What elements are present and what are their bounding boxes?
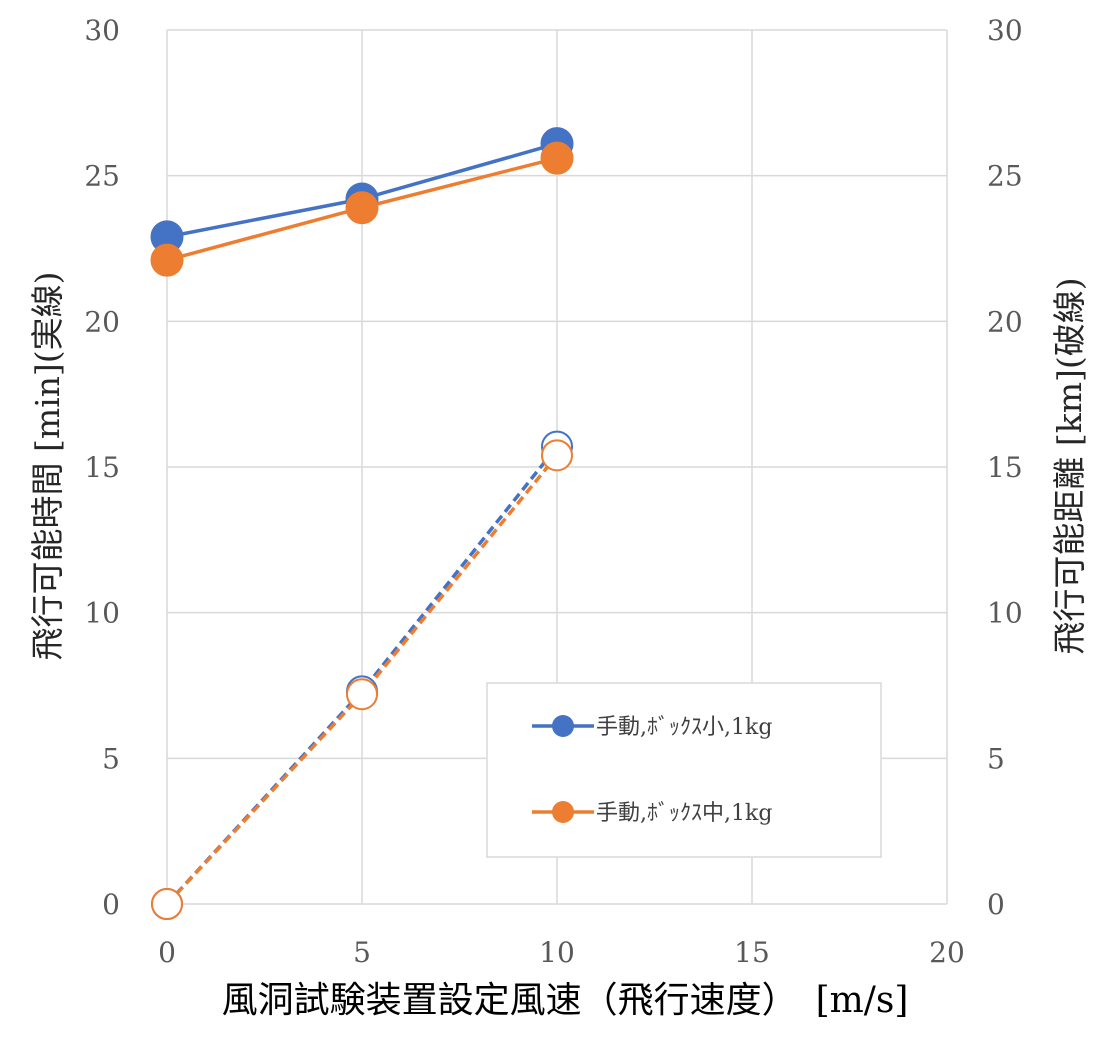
- y-left-axis-title: 飛行可能時間 [min](実線): [28, 271, 67, 660]
- y-left-tick-label: 20: [84, 305, 120, 338]
- data-point: [541, 142, 573, 174]
- x-tick-labels: 0 5 10 15 20: [158, 936, 965, 969]
- x-tick-label: 20: [929, 936, 965, 969]
- y-left-tick-label: 30: [84, 14, 120, 47]
- y-left-tick-label: 0: [102, 888, 120, 921]
- y-right-tick-label: 10: [987, 597, 1023, 630]
- y-right-tick-label: 5: [987, 742, 1005, 775]
- data-point: [346, 192, 378, 224]
- legend-marker: [552, 801, 574, 823]
- legend-box: [487, 683, 881, 857]
- x-tick-label: 10: [539, 936, 575, 969]
- y-right-tick-label: 0: [987, 888, 1005, 921]
- x-tick-label: 5: [353, 936, 371, 969]
- y-right-tick-label: 25: [987, 160, 1023, 193]
- legend: 手動,ﾎﾞｯｸｽ小,1kg 手動,ﾎﾞｯｸｽ中,1kg: [487, 683, 881, 857]
- x-tick-label: 15: [734, 936, 770, 969]
- legend-label: 手動,ﾎﾞｯｸｽ小,1kg: [596, 715, 772, 740]
- data-point: [151, 244, 183, 276]
- y-right-tick-label: 20: [987, 305, 1023, 338]
- x-axis-title: 風洞試験装置設定風速（飛行速度） [m/s]: [222, 980, 909, 1021]
- y-left-tick-labels: 0 5 10 15 20 25 30: [84, 14, 120, 921]
- y-right-axis-title: 飛行可能距離 [km](破線): [1050, 277, 1089, 654]
- data-point: [542, 440, 572, 470]
- y-left-tick-label: 25: [84, 160, 120, 193]
- y-right-tick-label: 30: [987, 14, 1023, 47]
- y-left-tick-label: 5: [102, 742, 120, 775]
- legend-marker: [552, 715, 574, 737]
- y-right-tick-labels: 0 5 10 15 20 25 30: [987, 14, 1023, 921]
- y-left-tick-label: 15: [84, 451, 120, 484]
- y-left-tick-label: 10: [84, 597, 120, 630]
- data-point: [152, 889, 182, 919]
- y-right-tick-label: 15: [987, 451, 1023, 484]
- x-tick-label: 0: [158, 936, 176, 969]
- legend-label: 手動,ﾎﾞｯｸｽ中,1kg: [596, 801, 772, 826]
- data-point: [347, 679, 377, 709]
